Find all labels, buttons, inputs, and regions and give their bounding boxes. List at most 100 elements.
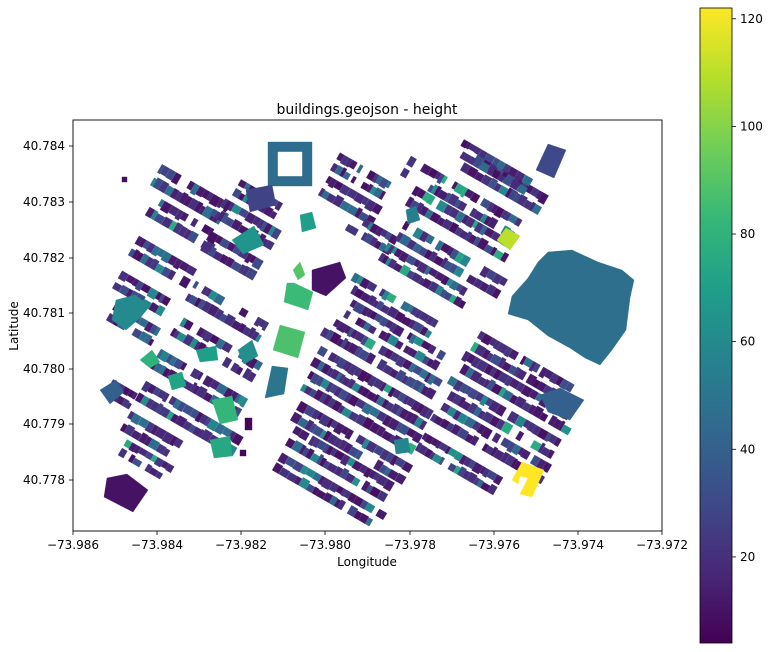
building bbox=[453, 182, 466, 195]
building bbox=[432, 415, 444, 426]
building bbox=[514, 170, 526, 181]
building bbox=[361, 218, 371, 229]
building bbox=[448, 207, 460, 219]
building bbox=[487, 216, 499, 230]
building bbox=[299, 465, 309, 475]
building bbox=[192, 385, 201, 395]
building bbox=[410, 272, 423, 284]
building bbox=[246, 371, 257, 383]
building bbox=[479, 394, 489, 407]
building bbox=[469, 207, 478, 218]
building bbox=[498, 185, 509, 197]
building bbox=[443, 204, 453, 216]
building bbox=[214, 308, 225, 321]
building bbox=[365, 440, 378, 454]
building bbox=[242, 367, 252, 380]
building bbox=[277, 151, 303, 177]
building bbox=[515, 368, 527, 381]
building bbox=[187, 198, 199, 211]
building bbox=[372, 187, 384, 199]
building bbox=[160, 165, 171, 177]
building bbox=[457, 466, 467, 478]
building bbox=[195, 345, 219, 363]
building bbox=[408, 333, 418, 345]
building bbox=[539, 387, 585, 421]
building bbox=[464, 188, 475, 199]
building bbox=[322, 492, 334, 504]
building bbox=[168, 435, 178, 447]
building bbox=[394, 311, 406, 323]
building bbox=[439, 418, 451, 430]
building bbox=[361, 402, 374, 415]
building bbox=[397, 392, 407, 403]
building bbox=[426, 358, 435, 368]
building bbox=[211, 395, 239, 425]
building bbox=[515, 430, 525, 442]
building bbox=[219, 313, 228, 323]
building bbox=[243, 182, 252, 191]
building bbox=[535, 143, 567, 179]
building bbox=[491, 169, 501, 180]
building bbox=[436, 349, 447, 361]
building bbox=[430, 359, 441, 371]
building bbox=[365, 484, 374, 494]
building bbox=[121, 398, 130, 408]
building bbox=[464, 433, 474, 444]
building bbox=[363, 373, 373, 384]
building bbox=[419, 326, 429, 337]
building bbox=[312, 471, 322, 482]
building bbox=[377, 252, 386, 263]
building bbox=[344, 157, 353, 168]
building bbox=[418, 230, 430, 243]
building bbox=[560, 424, 572, 436]
building bbox=[369, 310, 378, 320]
building bbox=[360, 181, 370, 192]
building bbox=[320, 363, 332, 375]
building bbox=[157, 164, 165, 175]
building bbox=[392, 262, 403, 273]
building bbox=[497, 371, 510, 384]
building bbox=[448, 221, 460, 234]
building bbox=[297, 417, 309, 429]
building bbox=[427, 167, 439, 179]
building bbox=[474, 391, 485, 403]
building bbox=[413, 350, 426, 363]
building bbox=[369, 223, 380, 235]
building bbox=[406, 155, 417, 168]
building bbox=[474, 147, 482, 156]
building bbox=[376, 358, 388, 372]
building bbox=[207, 290, 218, 301]
building bbox=[387, 469, 399, 481]
building bbox=[379, 304, 391, 315]
building bbox=[446, 406, 458, 418]
building bbox=[388, 434, 396, 444]
building bbox=[402, 345, 411, 354]
building bbox=[429, 413, 437, 422]
building bbox=[423, 372, 432, 383]
building bbox=[337, 388, 349, 401]
building bbox=[405, 427, 417, 439]
building bbox=[429, 211, 441, 224]
building bbox=[421, 278, 433, 290]
building bbox=[251, 256, 264, 271]
building bbox=[206, 418, 219, 432]
building bbox=[504, 187, 513, 198]
building bbox=[366, 281, 378, 293]
building bbox=[186, 180, 196, 191]
building bbox=[459, 162, 471, 174]
building bbox=[535, 190, 543, 200]
building bbox=[452, 296, 462, 307]
building bbox=[121, 386, 131, 396]
building bbox=[377, 345, 388, 357]
building bbox=[142, 239, 151, 250]
building bbox=[212, 250, 223, 262]
building bbox=[176, 401, 187, 413]
building bbox=[226, 241, 237, 252]
building bbox=[144, 421, 155, 434]
building bbox=[152, 177, 164, 190]
building bbox=[172, 358, 184, 370]
building bbox=[379, 382, 387, 392]
building bbox=[143, 321, 154, 333]
building bbox=[424, 408, 434, 420]
building bbox=[221, 198, 229, 208]
